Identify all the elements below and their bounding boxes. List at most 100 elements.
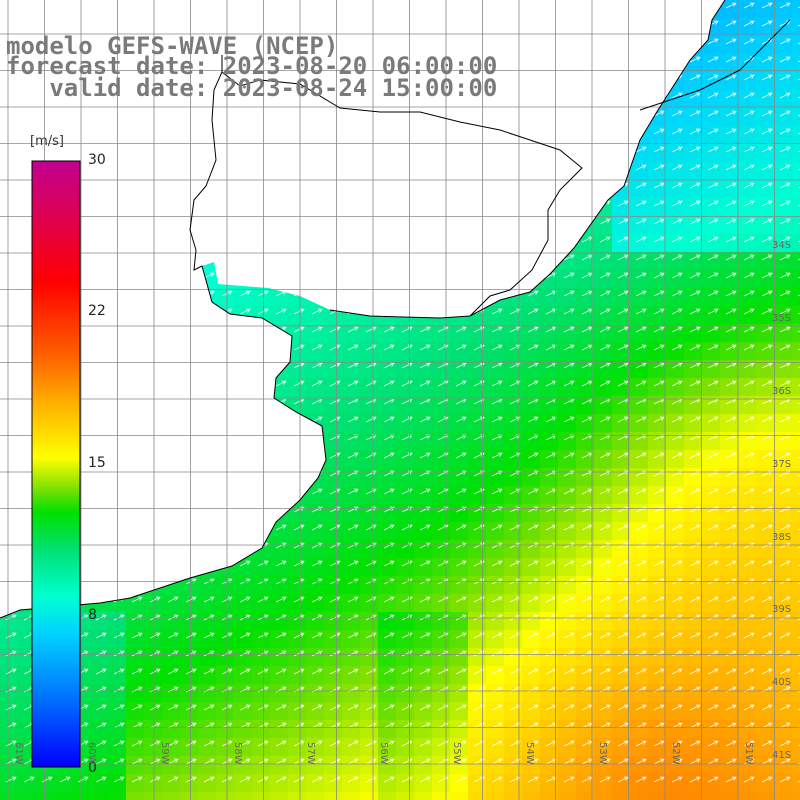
wind-arrow (509, 182, 521, 189)
field-cell (270, 756, 289, 775)
wind-arrow (401, 128, 413, 135)
field-cell (90, 108, 109, 127)
wind-arrow (275, 560, 287, 567)
wind-arrow (545, 92, 557, 99)
field-cell (144, 216, 163, 235)
field-cell (216, 792, 235, 800)
field-cell (612, 576, 631, 595)
field-cell (234, 198, 253, 217)
field-cell (504, 468, 523, 487)
wind-arrow (581, 38, 593, 45)
field-cell (414, 0, 433, 19)
field-cell (396, 126, 415, 145)
field-cell (396, 720, 415, 739)
wind-arrow (455, 668, 467, 675)
field-cell (90, 558, 109, 577)
field-cell (450, 648, 469, 667)
field-cell (720, 648, 739, 667)
field-cell (666, 342, 685, 361)
wind-arrow (167, 110, 179, 117)
field-cell (288, 126, 307, 145)
field-cell (126, 198, 145, 217)
field-cell (684, 270, 703, 289)
field-cell (342, 180, 361, 199)
wind-arrow (743, 704, 755, 711)
wind-arrow (113, 632, 125, 639)
field-cell (468, 126, 487, 145)
wind-arrow (185, 272, 197, 279)
wind-arrow (509, 488, 521, 495)
field-cell (18, 108, 37, 127)
field-cell (558, 522, 577, 541)
wind-arrow (707, 524, 719, 531)
wind-arrow (167, 776, 179, 783)
field-cell (594, 630, 613, 649)
field-cell (324, 774, 343, 793)
wind-arrow (743, 146, 755, 153)
wind-arrow (113, 290, 125, 297)
wind-arrow (455, 326, 467, 333)
field-cell (0, 162, 19, 181)
wind-arrow (113, 650, 125, 657)
wind-arrow (239, 164, 251, 171)
field-cell (144, 234, 163, 253)
field-cell (90, 270, 109, 289)
lat-label-41s: 41S (772, 750, 792, 761)
field-cell (144, 648, 163, 667)
wind-arrow (509, 110, 521, 117)
field-cell (666, 792, 685, 800)
wind-arrow (545, 542, 557, 549)
wind-arrow (77, 20, 89, 27)
wind-arrow (203, 344, 215, 351)
field-cell (792, 792, 800, 800)
field-cell (522, 36, 541, 55)
field-cell (450, 666, 469, 685)
wind-arrow (131, 326, 143, 333)
wind-arrow (113, 146, 125, 153)
field-cell (702, 288, 721, 307)
wind-arrow (761, 218, 773, 225)
wind-arrow (329, 326, 341, 333)
field-cell (720, 414, 739, 433)
wind-arrow (743, 668, 755, 675)
field-cell (234, 486, 253, 505)
wind-arrow (491, 596, 503, 603)
field-cell (126, 792, 145, 800)
field-cell (450, 108, 469, 127)
field-cell (594, 108, 613, 127)
wind-arrow (545, 668, 557, 675)
wind-arrow (365, 182, 377, 189)
field-cell (468, 198, 487, 217)
wind-arrow (239, 290, 251, 297)
field-cell (720, 738, 739, 757)
field-cell (486, 684, 505, 703)
field-cell (774, 180, 793, 199)
wind-arrow (149, 596, 161, 603)
wind-arrow (149, 20, 161, 27)
wind-arrow (509, 524, 521, 531)
wind-arrow (617, 380, 629, 387)
wind-arrow (689, 758, 701, 765)
field-cell (342, 270, 361, 289)
field-cell (792, 180, 800, 199)
field-cell (288, 180, 307, 199)
wind-arrow (653, 254, 665, 261)
field-cell (234, 378, 253, 397)
wind-arrow (185, 362, 197, 369)
wind-arrow (653, 20, 665, 27)
wind-arrow (653, 542, 665, 549)
field-cell (252, 720, 271, 739)
field-cell (774, 54, 793, 73)
wind-arrow (779, 164, 791, 171)
wind-arrow (761, 362, 773, 369)
field-cell (738, 738, 757, 757)
field-cell (738, 144, 757, 163)
wind-arrow (779, 200, 791, 207)
wind-arrow (257, 344, 269, 351)
wind-arrow (707, 326, 719, 333)
field-cell (414, 162, 433, 181)
wind-arrow (23, 110, 35, 117)
field-cell (792, 18, 800, 37)
field-cell (234, 324, 253, 343)
wind-arrow (635, 488, 647, 495)
